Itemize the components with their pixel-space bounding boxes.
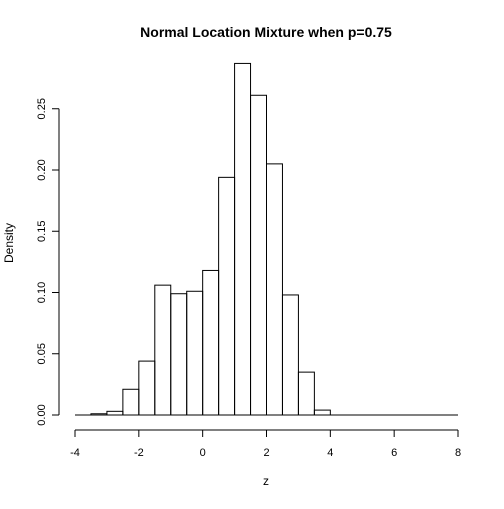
y-axis: 0.00 0.05 0.10 0.15 0.20 0.25 — [36, 98, 60, 426]
histogram-bar — [154, 284, 172, 416]
histogram-bar — [218, 176, 236, 416]
histogram-bars — [75, 62, 458, 416]
histogram-bar — [266, 163, 283, 416]
histogram-bar — [90, 413, 108, 416]
x-axis: -4 -2 0 2 4 6 8 — [70, 429, 461, 459]
histogram-bar — [170, 293, 188, 416]
x-axis-tick-label: -2 — [134, 447, 144, 459]
histogram-bar — [234, 62, 252, 416]
histogram-bar — [313, 409, 331, 416]
histogram-bar — [250, 94, 268, 416]
histogram-bar — [202, 269, 220, 416]
y-axis-tick-label: 0.20 — [36, 159, 48, 180]
chart-title: Normal Location Mixture when p=0.75 — [140, 24, 392, 40]
x-axis-label: z — [263, 474, 269, 488]
y-axis-label: Density — [2, 223, 16, 263]
histogram-bar — [186, 290, 204, 416]
y-axis-tick-label: 0.15 — [36, 221, 48, 242]
y-axis-tick-label: 0.05 — [36, 343, 48, 364]
x-axis-tick-label: 2 — [263, 447, 269, 459]
x-axis-tick-label: 0 — [200, 447, 206, 459]
y-axis-tick-label: 0.00 — [36, 404, 48, 425]
histogram-bar — [297, 371, 315, 416]
x-axis-tick-label: 8 — [455, 447, 461, 459]
x-axis-tick-label: 6 — [391, 447, 397, 459]
y-axis-tick-label: 0.10 — [36, 282, 48, 303]
histogram-bar — [138, 360, 156, 416]
x-axis-tick-label: 4 — [327, 447, 333, 459]
histogram-bar — [281, 294, 299, 416]
y-axis-tick-label: 0.25 — [36, 98, 48, 119]
histogram-bar — [122, 388, 140, 416]
histogram-bar — [106, 410, 124, 416]
x-axis-tick-label: -4 — [70, 447, 80, 459]
